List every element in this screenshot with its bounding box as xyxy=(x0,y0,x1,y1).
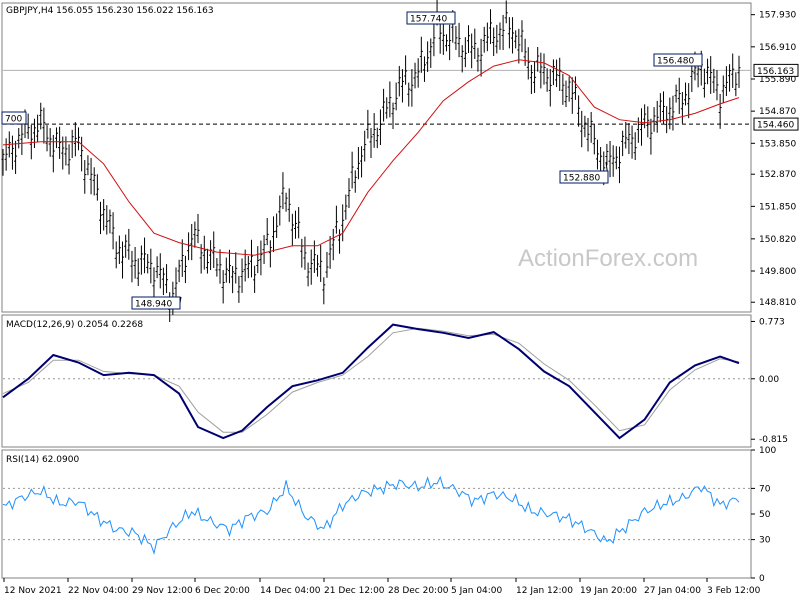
pane-frame xyxy=(1,314,752,448)
rsi-title: RSI(14) 62.0900 xyxy=(6,455,79,465)
y-tick-label: 154.870 xyxy=(759,107,796,117)
pane-frame xyxy=(1,449,752,579)
x-tick-label: 29 Nov 12:00 xyxy=(132,586,193,596)
x-tick-label: 12 Nov 2021 xyxy=(4,586,62,596)
price-annotation-box xyxy=(131,296,181,310)
y-tick-label: 153.850 xyxy=(759,139,796,149)
rsi-tick-label: 30 xyxy=(759,536,771,546)
y-tick-label: 149.800 xyxy=(759,267,796,277)
macd-tick-label: -0.815 xyxy=(759,435,788,445)
macd-tick-label: 0.773 xyxy=(759,317,785,327)
current-price-label-box xyxy=(753,63,799,77)
y-tick-label: 148.810 xyxy=(759,298,796,308)
x-tick-label: 19 Jan 20:00 xyxy=(580,586,637,596)
x-tick-label: 6 Dec 20:00 xyxy=(195,586,250,596)
support-price-label: 154.460 xyxy=(757,121,794,131)
x-tick-label: 3 Feb 12:00 xyxy=(707,586,761,596)
price-annotation: 700 xyxy=(5,115,22,125)
macd-tick-label: 0.00 xyxy=(759,375,779,385)
x-tick-label: 22 Nov 04:00 xyxy=(68,586,129,596)
x-tick-label: 14 Dec 04:00 xyxy=(260,586,321,596)
price-annotation-box xyxy=(559,170,609,184)
rsi-line xyxy=(2,475,740,555)
price-title: GBPJPY,H4 156.055 156.230 156.022 156.16… xyxy=(6,6,214,16)
watermark: ActionForex.com xyxy=(518,245,698,272)
y-tick-label: 157.930 xyxy=(759,11,796,21)
y-tick-label: 156.910 xyxy=(759,43,796,53)
rsi-tick-label: 50 xyxy=(759,510,771,520)
price-annotation: 157.740 xyxy=(410,15,447,25)
moving-average-line xyxy=(2,59,740,256)
macd-line xyxy=(2,323,740,440)
price-annotation: 152.880 xyxy=(563,174,600,184)
y-tick-label: 152.870 xyxy=(759,170,796,180)
y-tick-label: 155.890 xyxy=(759,75,796,85)
price-annotation-box xyxy=(1,111,27,125)
support-price-label-box xyxy=(753,117,799,131)
price-annotation: 148.940 xyxy=(135,300,172,310)
price-annotation-box xyxy=(653,53,703,67)
x-tick-label: 12 Jan 12:00 xyxy=(516,586,573,596)
x-tick-label: 5 Jan 04:00 xyxy=(451,586,503,596)
y-tick-label: 150.820 xyxy=(759,235,796,245)
rsi-tick-label: 100 xyxy=(759,446,776,456)
y-tick-label: 151.850 xyxy=(759,202,796,212)
pane-frame xyxy=(1,2,752,313)
macd-title: MACD(12,26,9) 0.2054 0.2268 xyxy=(6,320,143,330)
current-price-label: 156.163 xyxy=(757,67,794,77)
rsi-tick-label: 0 xyxy=(759,574,765,584)
x-tick-label: 27 Jan 04:00 xyxy=(644,586,701,596)
price-annotation: 156.480 xyxy=(657,57,694,67)
x-tick-label: 28 Dec 20:00 xyxy=(388,586,449,596)
x-tick-label: 21 Dec 12:00 xyxy=(324,586,385,596)
price-annotation-box xyxy=(406,11,456,25)
rsi-tick-label: 70 xyxy=(759,484,771,494)
